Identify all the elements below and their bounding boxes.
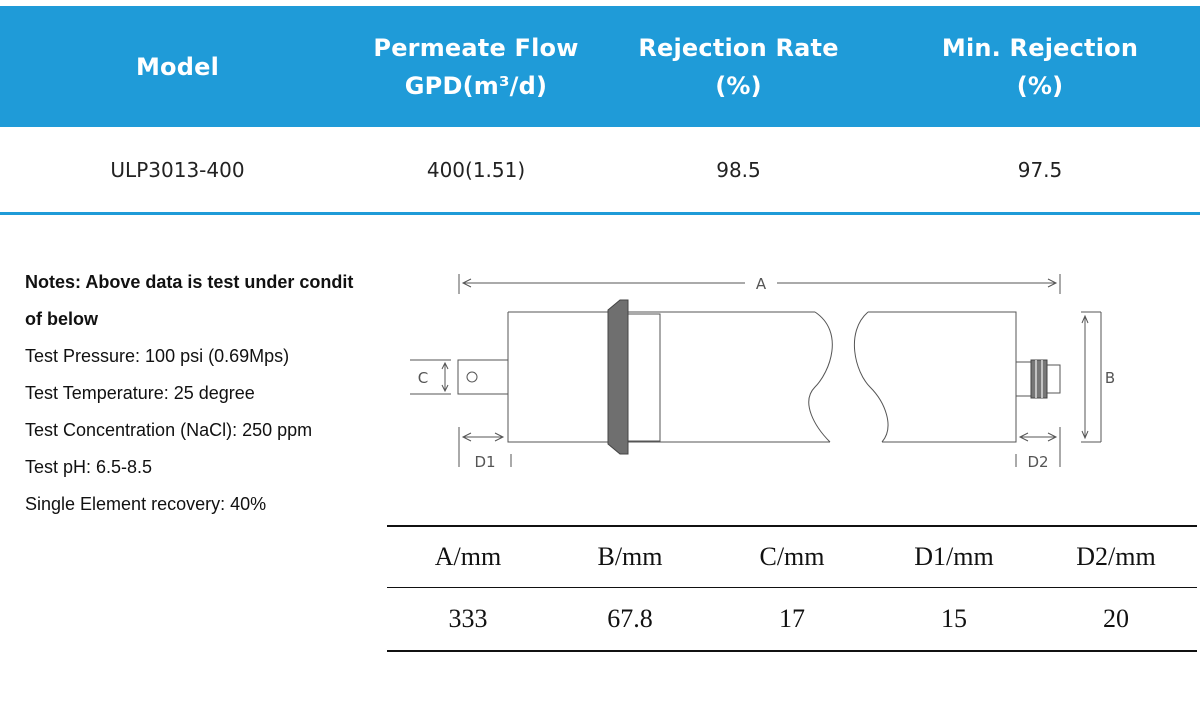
seal-ring <box>607 299 629 455</box>
dim-value-b: 67.8 <box>607 604 653 633</box>
dim-c-arrow-bottom <box>441 384 449 393</box>
dim-c-arrow-top <box>441 361 449 370</box>
dim-d2-arrow-right <box>1047 432 1058 442</box>
dim-header-a: A/mm <box>434 542 502 571</box>
cell-min-rejection: 97.5 <box>1017 158 1063 182</box>
header-rejection-rate-line2: (%) <box>715 71 762 100</box>
dim-d1-arrow-right <box>494 432 505 442</box>
header-min-rejection-line1: Min. Rejection <box>941 33 1139 62</box>
dim-value-c: 17 <box>779 604 805 633</box>
o-ring-grooves <box>1030 359 1048 399</box>
dim-b-label: B <box>1105 369 1115 387</box>
header-rejection-rate: Rejection Rate (%) <box>597 6 880 127</box>
notes-title-line2: of below <box>25 309 98 329</box>
cell-rejection-rate: 98.5 <box>716 158 761 182</box>
right-connector-tip <box>1047 364 1061 394</box>
dim-d1-label: D1 <box>474 453 495 471</box>
left-tube-stub <box>457 359 508 395</box>
tube-left-break <box>808 311 833 443</box>
seal-ring-band <box>627 313 661 442</box>
dim-header-d2: D2/mm <box>1076 542 1156 571</box>
dim-header-c: C/mm <box>759 542 825 571</box>
note-test-ph: Test pH: 6.5-8.5 <box>25 457 153 477</box>
header-permeate-flow-line2: GPD(m³/d) <box>404 71 548 100</box>
header-model: Model <box>0 6 355 127</box>
note-test-concentration: Test Concentration (NaCl): 250 ppm <box>25 420 313 440</box>
dimension-table-header: A/mm B/mm C/mm D1/mm D2/mm <box>387 527 1197 588</box>
dim-d1-arrow-left <box>461 432 472 442</box>
dimension-table-row: 333 67.8 17 15 20 <box>387 588 1197 650</box>
header-permeate-flow: Permeate Flow GPD(m³/d) <box>355 6 597 127</box>
dim-b-arrow-top <box>1081 314 1089 324</box>
dim-a-label: A <box>756 275 767 293</box>
dim-value-d1: 15 <box>941 604 967 633</box>
tube-right-outline <box>868 311 1017 443</box>
dim-d2-arrow-left <box>1018 432 1029 442</box>
spec-table-header: Model Permeate Flow GPD(m³/d) Rejection … <box>0 6 1200 127</box>
dim-value-a: 333 <box>448 604 488 633</box>
test-notes: Notes: Above data is test under condit o… <box>25 264 385 523</box>
cell-model: ULP3013-400 <box>110 158 245 182</box>
dim-d2-label: D2 <box>1027 453 1048 471</box>
header-min-rejection-line2: (%) <box>1016 71 1064 100</box>
dim-a-arrow-left <box>461 278 472 288</box>
cell-permeate-flow: 400(1.51) <box>426 158 526 182</box>
tube-right-break <box>853 311 889 443</box>
header-permeate-flow-line1: Permeate Flow <box>373 33 579 62</box>
spec-table-row: ULP3013-400 400(1.51) 98.5 97.5 <box>0 127 1200 213</box>
note-test-temperature: Test Temperature: 25 degree <box>25 383 255 403</box>
dim-header-b: B/mm <box>597 542 663 571</box>
dim-b-arrow-bottom <box>1081 430 1089 440</box>
dim-c-label: C <box>418 369 428 387</box>
right-connector-base <box>1016 361 1032 397</box>
membrane-diagram-svg: A C B D1 D2 <box>410 274 1115 471</box>
left-tube-hole <box>466 371 478 383</box>
dim-header-d1: D1/mm <box>914 542 994 571</box>
dim-value-d2: 20 <box>1103 604 1129 633</box>
notes-title-line1: Notes: Above data is test under condit <box>25 272 354 292</box>
dim-a-arrow-right <box>1047 278 1058 288</box>
membrane-element-drawing: A C B D1 D2 <box>405 262 1200 477</box>
note-element-recovery: Single Element recovery: 40% <box>25 494 267 514</box>
header-model-label: Model <box>135 52 220 81</box>
tube-left-outline <box>507 311 830 443</box>
spec-table-bottom-rule <box>0 212 1200 215</box>
header-rejection-rate-line1: Rejection Rate <box>638 33 839 62</box>
dimension-table: A/mm B/mm C/mm D1/mm D2/mm 333 67.8 17 1… <box>387 525 1197 652</box>
note-test-pressure: Test Pressure: 100 psi (0.69Mps) <box>25 346 290 366</box>
header-min-rejection: Min. Rejection (%) <box>880 6 1200 127</box>
